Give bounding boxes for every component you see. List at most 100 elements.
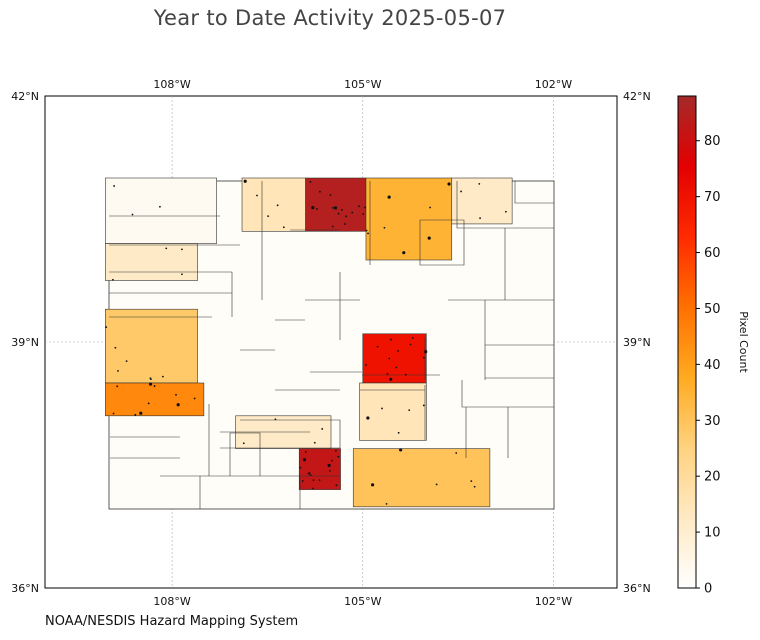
fire-point bbox=[367, 232, 369, 235]
fire-point bbox=[386, 373, 389, 375]
county-moffat bbox=[105, 177, 217, 244]
county-las-animas bbox=[352, 448, 491, 508]
fire-point bbox=[365, 229, 368, 232]
fire-point bbox=[117, 369, 119, 372]
fire-point bbox=[131, 213, 134, 216]
fire-point bbox=[311, 206, 315, 210]
fire-point bbox=[331, 225, 334, 228]
lat-tick-left: 42°N bbox=[11, 90, 39, 103]
fire-point bbox=[470, 480, 473, 483]
fire-point bbox=[313, 441, 316, 444]
fire-point bbox=[362, 213, 365, 215]
fire-point bbox=[387, 195, 391, 199]
lon-tick-top: 102°W bbox=[535, 78, 572, 91]
fire-point bbox=[153, 385, 156, 387]
fire-point bbox=[460, 190, 462, 193]
county-logan bbox=[451, 177, 513, 225]
fire-point bbox=[302, 458, 307, 462]
colorbar-tick-label: 80 bbox=[704, 134, 721, 149]
credit-text: NOAA/NESDIS Hazard Mapping System bbox=[45, 614, 299, 629]
colorbar-label: Pixel Count bbox=[737, 311, 750, 373]
fire-point bbox=[328, 469, 331, 472]
lon-tick-top: 108°W bbox=[153, 78, 190, 91]
fire-point bbox=[193, 397, 196, 400]
fire-point bbox=[139, 411, 143, 415]
fire-point bbox=[351, 211, 354, 214]
fire-point bbox=[422, 404, 425, 407]
fire-point bbox=[113, 185, 116, 187]
county-jackson bbox=[241, 177, 306, 232]
colorbar-tick-label: 50 bbox=[704, 302, 721, 317]
fire-point bbox=[331, 206, 334, 209]
colorbar-tick-label: 20 bbox=[704, 470, 721, 485]
fire-point bbox=[276, 204, 279, 207]
fire-point bbox=[397, 431, 400, 434]
fire-point bbox=[395, 366, 398, 369]
fire-point bbox=[435, 483, 438, 486]
fire-point bbox=[389, 377, 393, 381]
county-borders bbox=[109, 181, 554, 509]
map-title: Year to Date Activity 2025-05-07 bbox=[153, 6, 507, 30]
colorbar-tick-label: 10 bbox=[704, 526, 721, 541]
fire-point bbox=[175, 393, 177, 396]
fire-point bbox=[366, 416, 370, 420]
fire-point bbox=[309, 181, 312, 183]
fire-point bbox=[383, 226, 386, 229]
fire-point bbox=[422, 356, 425, 359]
fire-point bbox=[316, 208, 318, 210]
fire-point bbox=[112, 278, 114, 281]
fire-point bbox=[397, 350, 399, 352]
fire-point bbox=[404, 373, 407, 376]
fire-point bbox=[408, 409, 411, 412]
colorbar-ticks: 0 10 20 30 40 50 60 70 80 bbox=[696, 134, 721, 597]
fire-point bbox=[165, 247, 168, 250]
fire-point bbox=[335, 484, 338, 487]
fire-point bbox=[341, 208, 343, 211]
fire-point bbox=[311, 487, 314, 490]
fire-point bbox=[116, 385, 119, 388]
fire-point bbox=[364, 206, 366, 209]
fire-point bbox=[282, 226, 285, 229]
fire-point bbox=[385, 502, 388, 505]
fire-point bbox=[390, 338, 392, 341]
fire-point bbox=[345, 215, 348, 218]
fire-point bbox=[388, 357, 391, 360]
fire-point bbox=[327, 463, 331, 468]
colorbar-tick-label: 0 bbox=[704, 582, 712, 597]
fire-point bbox=[358, 205, 360, 208]
lat-tick-left: 39°N bbox=[11, 336, 39, 349]
fire-point bbox=[147, 402, 150, 405]
fire-point bbox=[159, 205, 161, 208]
fire-point bbox=[411, 337, 414, 339]
county-larimer bbox=[305, 177, 367, 232]
fire-point bbox=[309, 474, 312, 477]
fire-detections bbox=[105, 179, 507, 505]
county-alamosa bbox=[298, 448, 341, 490]
lat-tick-right: 39°N bbox=[623, 336, 651, 349]
fire-point bbox=[304, 450, 307, 453]
fire-point bbox=[256, 194, 258, 197]
fire-point bbox=[243, 179, 247, 183]
fire-point bbox=[370, 483, 375, 487]
fire-point bbox=[381, 407, 383, 410]
lon-tick-top: 105°W bbox=[344, 78, 381, 91]
fire-point bbox=[365, 363, 367, 366]
fire-point bbox=[318, 190, 321, 193]
colorbar-tick-label: 70 bbox=[704, 190, 721, 205]
lat-tick-right: 42°N bbox=[623, 90, 651, 103]
county-el-paso bbox=[362, 333, 427, 384]
county-regions bbox=[105, 177, 513, 508]
fire-point bbox=[176, 403, 180, 407]
colorbar-tick-label: 60 bbox=[704, 246, 721, 261]
fire-point bbox=[312, 479, 315, 481]
county-mesa bbox=[105, 308, 198, 384]
fire-point bbox=[321, 428, 324, 430]
lon-tick-bottom: 108°W bbox=[153, 595, 190, 608]
fire-point bbox=[148, 382, 153, 386]
fire-point bbox=[427, 236, 431, 240]
fire-point bbox=[337, 212, 340, 215]
fire-point bbox=[455, 452, 458, 454]
colorbar-tick-label: 40 bbox=[704, 358, 721, 373]
colorbar bbox=[677, 95, 697, 589]
fire-point bbox=[274, 418, 277, 421]
